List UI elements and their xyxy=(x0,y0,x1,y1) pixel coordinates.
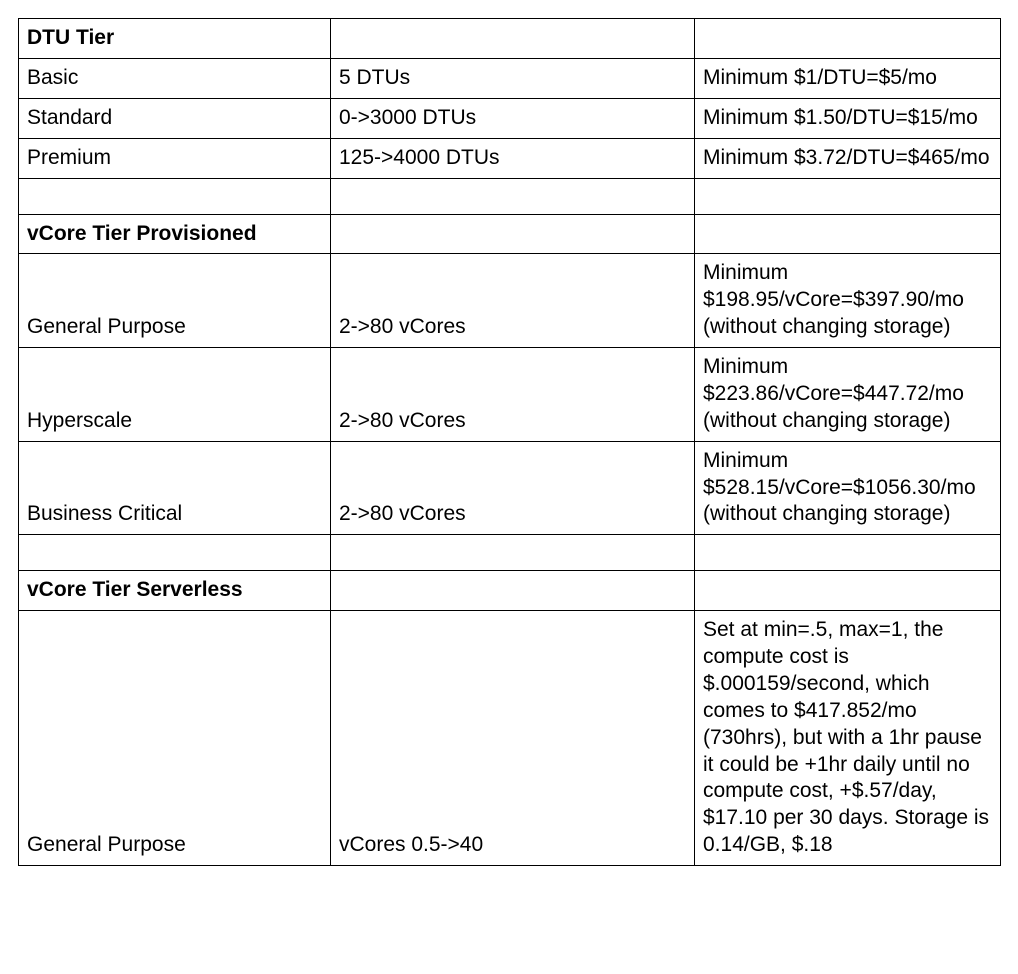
tier-name: Standard xyxy=(19,98,331,138)
tier-name: Basic xyxy=(19,58,331,98)
table-row: Business Critical 2->80 vCores Minimum $… xyxy=(19,441,1001,535)
pricing-table: DTU Tier Basic 5 DTUs Minimum $1/DTU=$5/… xyxy=(18,18,1001,866)
table-row: General Purpose 2->80 vCores Minimum $19… xyxy=(19,254,1001,348)
empty-cell xyxy=(695,535,1001,571)
tier-price: Minimum $223.86/vCore=$447.72/mo (withou… xyxy=(695,348,1001,442)
table-row: Premium 125->4000 DTUs Minimum $3.72/DTU… xyxy=(19,138,1001,178)
empty-cell xyxy=(331,571,695,611)
tier-range: vCores 0.5->40 xyxy=(331,611,695,866)
tier-price: Minimum $198.95/vCore=$397.90/mo (withou… xyxy=(695,254,1001,348)
tier-price: Minimum $3.72/DTU=$465/mo xyxy=(695,138,1001,178)
tier-range: 2->80 vCores xyxy=(331,348,695,442)
spacer-row xyxy=(19,178,1001,214)
table-row: Hyperscale 2->80 vCores Minimum $223.86/… xyxy=(19,348,1001,442)
table-row: Basic 5 DTUs Minimum $1/DTU=$5/mo xyxy=(19,58,1001,98)
empty-cell xyxy=(695,178,1001,214)
tier-price: Set at min=.5, max=1, the compute cost i… xyxy=(695,611,1001,866)
empty-cell xyxy=(19,535,331,571)
empty-cell xyxy=(19,178,331,214)
empty-cell xyxy=(695,571,1001,611)
empty-cell xyxy=(331,535,695,571)
tier-range: 5 DTUs xyxy=(331,58,695,98)
tier-name: Hyperscale xyxy=(19,348,331,442)
spacer-row xyxy=(19,535,1001,571)
tier-name: Business Critical xyxy=(19,441,331,535)
tier-range: 125->4000 DTUs xyxy=(331,138,695,178)
tier-name: Premium xyxy=(19,138,331,178)
tier-name: General Purpose xyxy=(19,254,331,348)
empty-cell xyxy=(331,214,695,254)
section-header: vCore Tier Serverless xyxy=(19,571,331,611)
tier-price: Minimum $528.15/vCore=$1056.30/mo (witho… xyxy=(695,441,1001,535)
empty-cell xyxy=(695,214,1001,254)
empty-cell xyxy=(331,178,695,214)
tier-price: Minimum $1.50/DTU=$15/mo xyxy=(695,98,1001,138)
section-header: DTU Tier xyxy=(19,19,331,59)
tier-range: 2->80 vCores xyxy=(331,441,695,535)
tier-range: 2->80 vCores xyxy=(331,254,695,348)
table-row: Standard 0->3000 DTUs Minimum $1.50/DTU=… xyxy=(19,98,1001,138)
section-header-row: vCore Tier Provisioned xyxy=(19,214,1001,254)
empty-cell xyxy=(331,19,695,59)
tier-price: Minimum $1/DTU=$5/mo xyxy=(695,58,1001,98)
tier-name: General Purpose xyxy=(19,611,331,866)
table-row: General Purpose vCores 0.5->40 Set at mi… xyxy=(19,611,1001,866)
tier-range: 0->3000 DTUs xyxy=(331,98,695,138)
empty-cell xyxy=(695,19,1001,59)
section-header-row: DTU Tier xyxy=(19,19,1001,59)
section-header: vCore Tier Provisioned xyxy=(19,214,331,254)
section-header-row: vCore Tier Serverless xyxy=(19,571,1001,611)
